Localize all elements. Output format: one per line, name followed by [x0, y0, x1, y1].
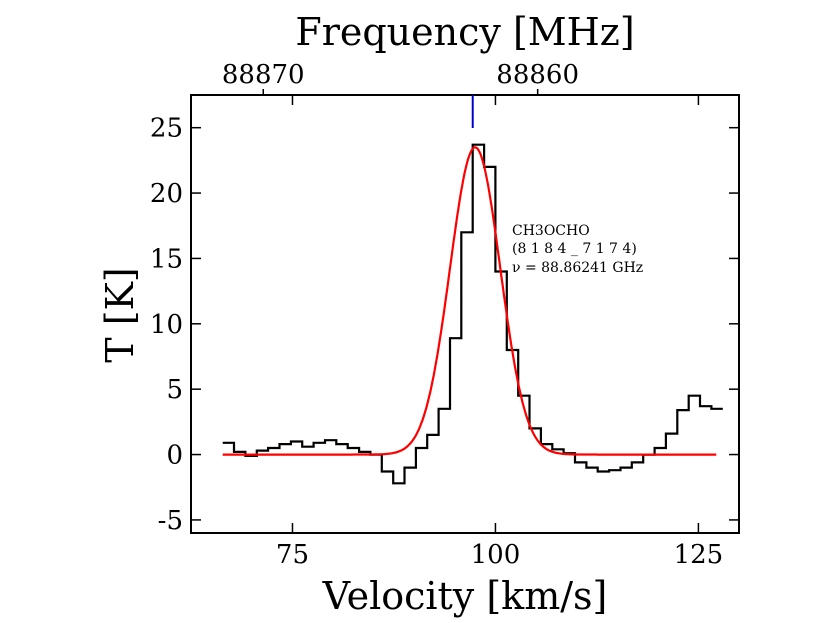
y-tick-label: -5: [158, 506, 183, 536]
x-tick-label: 125: [674, 540, 724, 570]
y-tick-label: 5: [166, 375, 183, 405]
top-axis-ticks: 88870 88860: [222, 60, 579, 95]
gaussian-fit-line: [222, 146, 717, 456]
x-axis-title: Velocity [km/s]: [322, 574, 608, 618]
y-axis-title: T [K]: [98, 267, 142, 362]
x-tick-label: 75: [276, 540, 309, 570]
y-tick-label: 20: [150, 179, 183, 209]
line-annotation: CH3OCHO (8 1 8 4 _ 7 1 7 4) ν = 88.86241…: [512, 223, 643, 276]
y-tick-label: 0: [166, 441, 183, 471]
top-tick-label: 88870: [222, 60, 305, 90]
top-tick-label: 88860: [496, 60, 579, 90]
top-axis-title: Frequency [MHz]: [295, 10, 634, 54]
observed-spectrum-line: [222, 143, 723, 485]
plot-frame: [190, 94, 740, 534]
y-tick-label: 15: [150, 244, 183, 274]
y-tick-label: 10: [150, 310, 183, 340]
annotation-molecule: CH3OCHO: [512, 223, 590, 239]
x-axis-ticks: 75 100 125: [276, 95, 723, 570]
series-layer: [222, 143, 723, 485]
y-axis-ticks: -5 0 5 10 15 20 25: [150, 114, 739, 536]
annotation-frequency: ν = 88.86241 GHz: [512, 260, 643, 276]
annotation-transition: (8 1 8 4 _ 7 1 7 4): [512, 241, 637, 257]
y-tick-label: 25: [150, 114, 183, 144]
x-tick-label: 100: [471, 540, 521, 570]
